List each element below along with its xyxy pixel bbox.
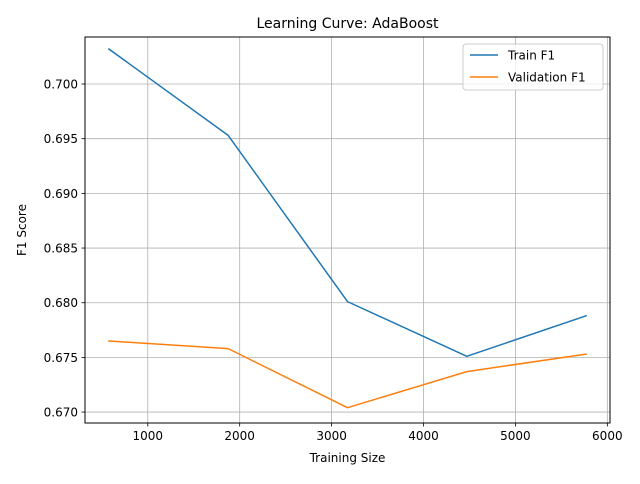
legend-label-validation: Validation F1 bbox=[508, 71, 586, 85]
y-tick-label: 0.685 bbox=[44, 242, 78, 256]
y-tick-label: 0.675 bbox=[44, 351, 78, 365]
y-tick-label: 0.670 bbox=[44, 406, 78, 420]
train-f1-line bbox=[107, 47, 588, 358]
x-tick-label: 6000 bbox=[592, 429, 623, 443]
x-tick-label: 4000 bbox=[408, 429, 439, 443]
y-tick-label: 0.695 bbox=[44, 132, 78, 146]
series-lines bbox=[107, 47, 588, 409]
x-tick-label: 3000 bbox=[316, 429, 347, 443]
validation-f1-line bbox=[108, 340, 587, 409]
legend: Train F1 Validation F1 bbox=[462, 43, 604, 91]
plot-frame bbox=[84, 36, 611, 424]
y-tick-label: 0.700 bbox=[44, 78, 78, 92]
x-tick-label: 1000 bbox=[133, 429, 164, 443]
grid bbox=[85, 37, 610, 423]
y-axis-label: F1 Score bbox=[15, 204, 29, 256]
y-tick-label: 0.690 bbox=[44, 187, 78, 201]
x-tick-label: 5000 bbox=[500, 429, 531, 443]
y-tick-label: 0.680 bbox=[44, 296, 78, 310]
x-axis-label: Training Size bbox=[309, 451, 386, 465]
axis-ticks: 1000 2000 3000 4000 5000 6000 0.670 0.675 0.680 0… bbox=[44, 78, 623, 443]
legend-label-train: Train F1 bbox=[507, 49, 555, 63]
x-tick-label: 2000 bbox=[224, 429, 255, 443]
chart-title: Learning Curve: AdaBoost bbox=[256, 16, 439, 32]
